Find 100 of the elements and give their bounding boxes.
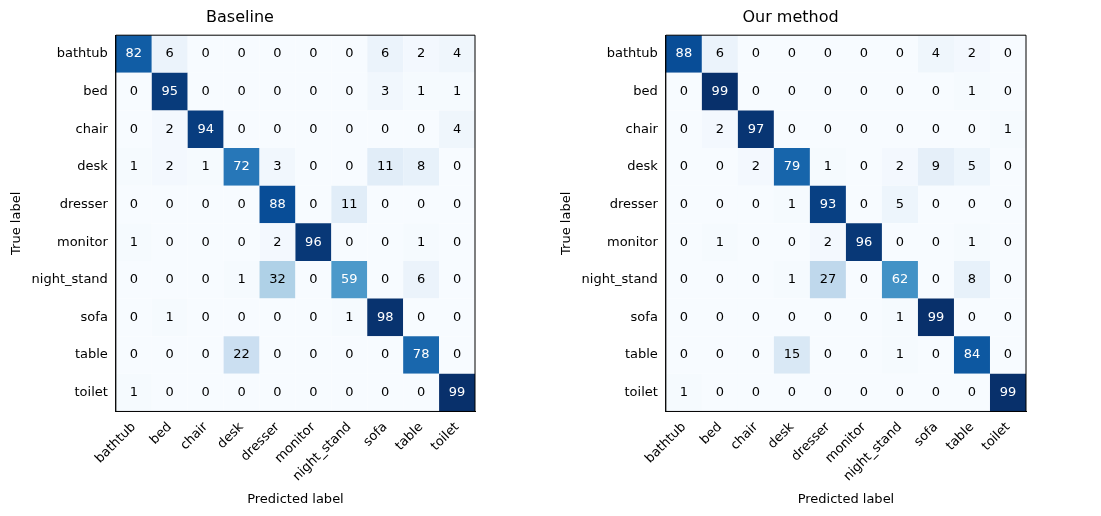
data-label: 0 bbox=[237, 308, 246, 324]
data-label: 98 bbox=[376, 308, 394, 324]
data-label: 0 bbox=[381, 120, 390, 136]
data-label: 0 bbox=[751, 271, 761, 287]
data-label: 15 bbox=[783, 346, 801, 362]
data-label: 0 bbox=[787, 120, 797, 136]
x-tick-label: sofa bbox=[910, 418, 941, 449]
data-label: 27 bbox=[819, 271, 837, 287]
data-label: 93 bbox=[819, 195, 837, 211]
data-label: 0 bbox=[1003, 308, 1013, 324]
data-label: 1 bbox=[967, 83, 977, 99]
y-tick-label: bathtub bbox=[56, 45, 108, 61]
data-label: 0 bbox=[931, 233, 941, 249]
data-label: 99 bbox=[711, 83, 729, 99]
data-label: 0 bbox=[452, 233, 462, 249]
data-label: 0 bbox=[452, 271, 462, 287]
data-label: 0 bbox=[823, 83, 833, 99]
data-label: 1 bbox=[967, 233, 977, 249]
data-label: 0 bbox=[967, 308, 977, 324]
data-label: 0 bbox=[237, 45, 246, 61]
chart-title: Our method bbox=[742, 6, 839, 26]
data-label: 0 bbox=[787, 233, 797, 249]
data-label: 0 bbox=[859, 308, 869, 324]
data-label: 2 bbox=[416, 45, 426, 61]
data-label: 0 bbox=[345, 83, 354, 99]
data-label: 0 bbox=[309, 346, 318, 362]
y-tick-label: night_stand bbox=[581, 271, 658, 287]
data-label: 0 bbox=[823, 384, 833, 399]
data-label: 0 bbox=[715, 195, 725, 211]
data-label: 6 bbox=[381, 45, 390, 61]
y-tick-label: dresser bbox=[59, 195, 109, 211]
y-tick-label: monitor bbox=[606, 233, 659, 249]
data-label: 0 bbox=[679, 195, 689, 211]
data-label: 0 bbox=[345, 384, 354, 399]
data-label: 0 bbox=[416, 195, 426, 211]
data-label: 0 bbox=[1003, 158, 1013, 174]
data-label: 8 bbox=[967, 271, 977, 287]
data-label: 0 bbox=[751, 233, 761, 249]
data-label: 0 bbox=[165, 233, 174, 249]
data-label: 0 bbox=[201, 45, 210, 61]
y-tick-label: sofa bbox=[630, 308, 658, 324]
data-label: 0 bbox=[129, 120, 138, 136]
data-label: 4 bbox=[931, 45, 941, 61]
data-label: 0 bbox=[345, 346, 354, 362]
data-label: 96 bbox=[305, 233, 322, 249]
data-label: 32 bbox=[269, 271, 286, 287]
data-label: 0 bbox=[931, 83, 941, 99]
data-label: 0 bbox=[751, 384, 761, 399]
data-label: 72 bbox=[233, 158, 250, 174]
data-label: 0 bbox=[859, 346, 869, 362]
data-label: 0 bbox=[309, 120, 318, 136]
data-label: 0 bbox=[201, 233, 210, 249]
data-label: 4 bbox=[452, 45, 462, 61]
data-label: 3 bbox=[381, 83, 390, 99]
data-label: 0 bbox=[859, 83, 869, 99]
data-label: 1 bbox=[237, 271, 246, 287]
data-label: 0 bbox=[967, 384, 977, 399]
data-label: 1 bbox=[201, 158, 210, 174]
data-label: 84 bbox=[963, 346, 981, 362]
data-label: 0 bbox=[1003, 45, 1013, 61]
data-label: 99 bbox=[448, 384, 466, 399]
data-label: 0 bbox=[381, 384, 390, 399]
data-label: 0 bbox=[237, 195, 246, 211]
y-tick-label: monitor bbox=[56, 233, 109, 249]
data-label: 0 bbox=[273, 346, 282, 362]
y-tick-label: night_stand bbox=[31, 271, 108, 287]
data-label: 5 bbox=[967, 158, 977, 174]
data-label: 88 bbox=[675, 45, 693, 61]
data-label: 2 bbox=[895, 158, 905, 174]
data-label: 78 bbox=[412, 346, 430, 362]
data-label: 0 bbox=[895, 120, 905, 136]
data-label: 11 bbox=[341, 195, 358, 211]
data-label: 1 bbox=[129, 233, 138, 249]
data-label: 0 bbox=[345, 158, 354, 174]
data-label: 0 bbox=[273, 384, 282, 399]
data-label: 1 bbox=[129, 384, 138, 399]
data-label: 0 bbox=[165, 271, 174, 287]
y-tick-label: bed bbox=[633, 83, 658, 99]
data-label: 0 bbox=[931, 384, 941, 399]
data-label: 0 bbox=[129, 346, 138, 362]
y-tick-label: desk bbox=[627, 158, 659, 174]
data-label: 0 bbox=[201, 271, 210, 287]
data-label: 1 bbox=[165, 308, 174, 324]
data-label: 0 bbox=[931, 120, 941, 136]
data-label: 0 bbox=[787, 45, 797, 61]
data-label: 0 bbox=[679, 120, 689, 136]
data-label: 0 bbox=[201, 83, 210, 99]
data-label: 0 bbox=[895, 83, 905, 99]
x-tick-label: sofa bbox=[359, 418, 390, 449]
y-tick-label: table bbox=[624, 346, 658, 362]
data-label: 1 bbox=[787, 195, 797, 211]
data-label: 0 bbox=[345, 233, 354, 249]
data-label: 1 bbox=[345, 308, 354, 324]
data-label: 99 bbox=[999, 384, 1017, 399]
data-label: 2 bbox=[751, 158, 761, 174]
data-label: 0 bbox=[237, 83, 246, 99]
data-label: 2 bbox=[715, 120, 725, 136]
data-label: 0 bbox=[309, 45, 318, 61]
data-label: 0 bbox=[679, 158, 689, 174]
data-label: 0 bbox=[823, 120, 833, 136]
